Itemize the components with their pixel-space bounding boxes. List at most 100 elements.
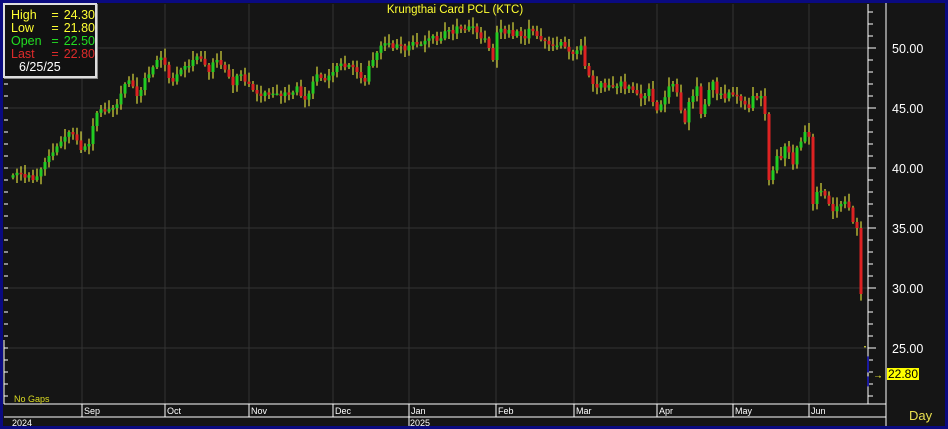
candle-body	[123, 84, 127, 94]
candle	[335, 63, 339, 78]
candle	[211, 58, 215, 79]
x-month-label: Sep	[84, 406, 100, 416]
x-month-label: May	[735, 406, 753, 416]
candle	[115, 99, 119, 115]
candle-body	[731, 92, 735, 95]
candle-body	[811, 136, 815, 204]
candle-body	[527, 28, 531, 39]
candle	[831, 197, 835, 219]
eq: =	[51, 34, 59, 48]
y-tick-label: 30.00	[892, 282, 923, 296]
candle-body	[79, 140, 83, 150]
candle-body	[223, 64, 227, 70]
candle	[199, 51, 203, 62]
candle-body	[299, 86, 303, 96]
candle	[399, 36, 403, 54]
candle	[667, 77, 671, 104]
candle-body	[835, 206, 839, 212]
candle-body	[831, 204, 835, 212]
candle-body	[651, 88, 655, 102]
candle-body	[763, 96, 767, 114]
candle-body	[579, 45, 583, 51]
candle-body	[399, 44, 403, 46]
last-price-marker: 22.80	[887, 367, 920, 381]
candle	[231, 69, 235, 93]
candle-body	[495, 32, 499, 60]
candle	[255, 84, 259, 102]
candle	[495, 25, 499, 68]
candle	[759, 90, 763, 107]
interval-label[interactable]: Day	[909, 408, 933, 423]
last-bar-range	[867, 356, 869, 387]
candle	[355, 60, 359, 79]
candle-body	[199, 56, 203, 59]
candle	[843, 196, 847, 209]
candle-body	[19, 172, 23, 175]
candle-body	[259, 93, 263, 96]
candle	[455, 18, 459, 39]
candle	[303, 87, 307, 108]
candle-body	[31, 175, 35, 180]
candle	[727, 89, 731, 102]
candle-body	[551, 44, 555, 46]
candle	[787, 141, 791, 159]
candle	[735, 87, 739, 104]
candle-body	[411, 42, 415, 46]
candle-body	[771, 170, 775, 180]
candle	[583, 36, 587, 69]
y-tick-label: 50.00	[892, 42, 923, 56]
candle-body	[607, 85, 611, 88]
candle-body	[183, 66, 187, 70]
candle-body	[359, 72, 363, 78]
candle	[183, 61, 187, 78]
candle	[367, 60, 371, 85]
candle	[679, 84, 683, 114]
candle-body	[567, 46, 571, 52]
candle	[563, 36, 567, 49]
candle	[835, 197, 839, 218]
candle	[847, 193, 851, 211]
x-month-label: Jun	[811, 406, 826, 416]
candle-body	[727, 92, 731, 99]
candle	[463, 24, 467, 33]
candle-body	[243, 74, 247, 82]
chart-title: Krungthai Card PCL (KTC)	[386, 4, 524, 16]
candle-body	[751, 96, 755, 108]
eq: =	[51, 8, 59, 22]
candle	[299, 79, 303, 98]
candle	[811, 133, 815, 211]
candle-body	[275, 93, 279, 96]
candle-body	[499, 28, 503, 33]
candle	[155, 55, 159, 69]
candle-body	[691, 96, 695, 102]
candle-body	[187, 66, 191, 68]
candle-body	[287, 92, 291, 95]
candle	[639, 84, 643, 107]
candle	[215, 53, 219, 68]
candle-body	[571, 51, 575, 54]
candle	[767, 112, 771, 186]
candle	[87, 138, 91, 155]
candle-body	[111, 108, 115, 110]
candle-body	[251, 84, 255, 90]
candle	[763, 88, 767, 121]
candle-body	[435, 36, 439, 41]
candle-body	[707, 90, 711, 105]
candle-body	[647, 88, 651, 96]
candle-body	[839, 204, 843, 207]
x-month-label: Feb	[498, 406, 514, 416]
candle	[739, 94, 743, 108]
candle	[175, 66, 179, 85]
candle-body	[847, 201, 851, 208]
candle-body	[191, 60, 195, 66]
candle	[411, 35, 415, 50]
candle	[671, 81, 675, 92]
candle-body	[747, 104, 751, 108]
candle-body	[611, 85, 615, 87]
candle-body	[67, 132, 71, 137]
candle	[27, 172, 31, 182]
candle	[699, 83, 703, 119]
candle-body	[239, 74, 243, 76]
candle	[331, 63, 335, 83]
